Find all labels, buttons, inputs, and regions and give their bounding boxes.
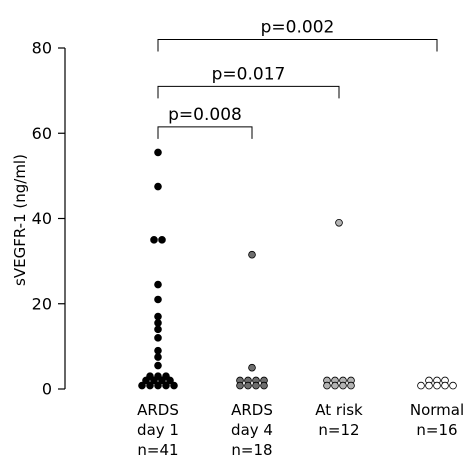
data-point	[252, 381, 260, 390]
data-point	[154, 182, 162, 191]
data-point	[162, 381, 170, 390]
data-point	[248, 363, 256, 372]
y-axis-title: sVEGFR-1 (ng/ml)	[11, 154, 29, 286]
data-point	[339, 381, 347, 390]
data-point	[425, 381, 433, 390]
significance-brackets: p=0.008 p=0.017 p=0.002	[157, 17, 438, 139]
data-point	[154, 295, 162, 304]
data-point	[347, 381, 355, 390]
p-value-label: p=0.017	[212, 64, 286, 84]
data-point	[158, 236, 166, 244]
data-point	[150, 376, 158, 385]
data-point	[138, 381, 146, 390]
p-value-label: p=0.008	[168, 105, 242, 125]
data-point	[449, 381, 457, 390]
category-label: day 4	[231, 421, 273, 439]
data-point	[433, 381, 441, 390]
category-label: n=16	[416, 421, 457, 439]
data-point	[154, 381, 162, 390]
data-point	[154, 325, 162, 334]
category-label: Normal	[410, 401, 464, 419]
y-tick-label: 20	[32, 294, 52, 313]
category-labels: ARDS day 1 n=41 ARDS day 4 n=18 At risk n=12 Nor…	[137, 401, 464, 459]
data-point	[260, 381, 268, 390]
category-label: ARDS	[137, 401, 179, 419]
data-point	[154, 319, 162, 327]
data-point	[154, 334, 162, 342]
data-point	[154, 312, 162, 321]
category-label: n=12	[318, 421, 359, 439]
data-point	[154, 148, 162, 157]
data-point	[331, 381, 339, 390]
data-point	[236, 381, 244, 390]
data-point	[170, 381, 178, 390]
data-point	[150, 236, 158, 244]
data-point	[248, 250, 256, 259]
significance-bracket	[157, 85, 340, 99]
data-point	[154, 280, 162, 289]
data-point	[441, 381, 449, 390]
data-point	[146, 381, 154, 390]
data-point	[244, 381, 252, 390]
data-point	[154, 353, 162, 361]
data-points	[138, 148, 457, 390]
category-label: n=18	[231, 441, 272, 459]
significance-bracket	[157, 126, 253, 139]
significance-bracket	[157, 38, 438, 52]
p-value-label: p=0.002	[261, 17, 335, 37]
data-point	[323, 381, 331, 390]
y-tick-label: 80	[32, 39, 52, 58]
data-point	[417, 381, 425, 390]
axes: 0 20 40 60 80	[32, 39, 66, 399]
data-point	[158, 376, 166, 385]
data-point	[335, 218, 343, 227]
y-tick-label: 40	[32, 209, 52, 228]
data-point	[142, 376, 150, 385]
y-tick-label: 60	[32, 124, 52, 143]
data-point	[166, 376, 174, 385]
data-point	[154, 346, 162, 355]
category-label: ARDS	[231, 401, 273, 419]
data-point	[154, 361, 162, 370]
category-label: day 1	[137, 421, 179, 439]
category-label: At risk	[315, 401, 363, 419]
y-tick-label: 0	[42, 380, 52, 399]
category-label: n=41	[137, 441, 178, 459]
